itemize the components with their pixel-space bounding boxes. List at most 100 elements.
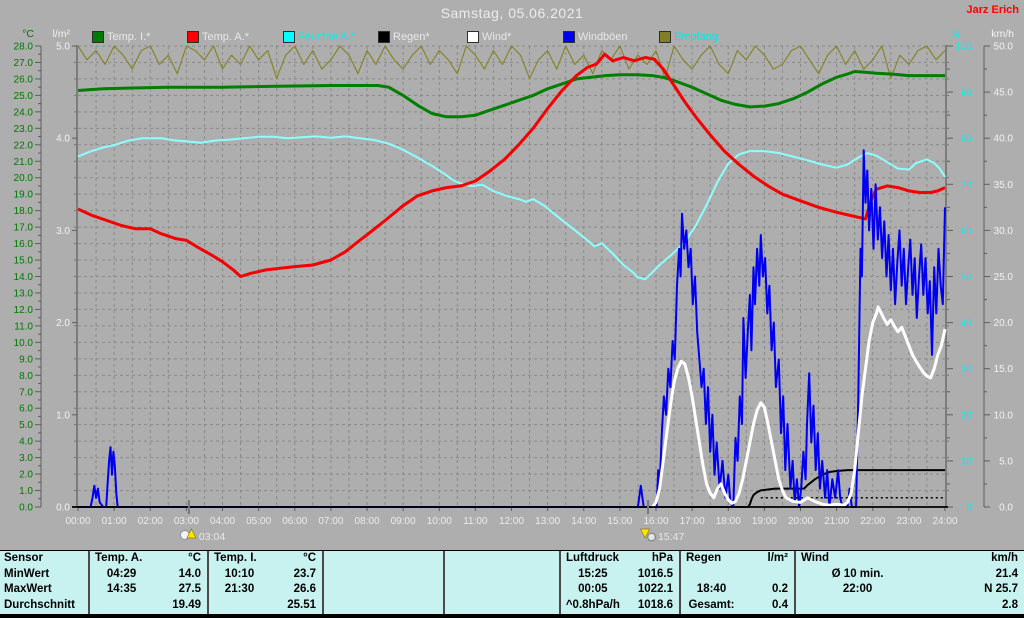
y-axis-label-temp-c: 4.0 [19, 437, 33, 448]
y-axis-label-temp-c: 16.0 [14, 239, 34, 250]
y-axis-label-temp-c: 6.0 [19, 404, 33, 415]
value-time [445, 567, 507, 583]
table-column-empty [443, 551, 559, 614]
y-axis-label-temp-c: 9.0 [19, 354, 33, 365]
legend-color-swatch-icon [467, 31, 479, 43]
y-axis-label-temp-c: 3.0 [19, 453, 33, 464]
value-number: 1016.5 [637, 567, 673, 580]
sensor-name: Regen [686, 552, 722, 564]
y-axis-label-wind-kmh: 20.0 [994, 318, 1014, 329]
event-marker-rise-icon [179, 528, 197, 540]
value-number [388, 598, 443, 614]
y-axis-label-temp-c: 25.0 [14, 91, 34, 102]
table-column-tempi: Temp. I. °C 10:10 23.7 21:30 26.6 25.51 [207, 551, 322, 614]
y-axis-label-hum-pct: 0 [966, 503, 972, 514]
value-number: 2.8 [1002, 598, 1018, 611]
x-axis-label: 13:00 [535, 516, 560, 527]
value-number: 27.5 [178, 583, 201, 595]
y-axis-label-wind-kmh: 25.0 [994, 272, 1014, 283]
bottom-divider [0, 614, 1024, 618]
table-row-labels-column: Sensor MinWert MaxWert Durchschnitt [0, 551, 88, 614]
value-number: 1022.1 [637, 583, 673, 595]
table-row-label: Sensor [4, 552, 43, 564]
sensor-name [324, 551, 437, 567]
value-number [507, 567, 559, 583]
table-column-regen: Regen l/m² 18:40 0.2 Gesamt: 0.4 [679, 551, 794, 614]
y-axis-label-temp-c: 15.0 [14, 256, 34, 267]
y-axis-label-temp-c: 18.0 [14, 206, 34, 217]
legend-color-swatch-icon [659, 31, 671, 43]
value-number: N 25.7 [984, 583, 1018, 595]
x-axis-label: 16:00 [643, 516, 668, 527]
y-axis-label-hum-pct: 100 [955, 42, 972, 53]
x-axis-label: 00:00 [65, 516, 90, 527]
y-axis-label-temp-c: 12.0 [14, 305, 34, 316]
value-time: Ø 10 min. [831, 567, 884, 580]
y-axis-label-rain-lm2: 0.0 [56, 503, 70, 514]
x-axis-label: 24:00 [932, 516, 957, 527]
sensor-name: Temp. A. [95, 552, 143, 564]
y-axis-label-temp-c: 28.0 [14, 42, 34, 53]
y-axis-label-wind-kmh: 5.0 [999, 456, 1013, 467]
right-axis-unit-kmh: km/h [991, 28, 1014, 40]
table-row-label: MinWert [4, 567, 50, 580]
y-axis-label-temp-c: 8.0 [19, 371, 33, 382]
y-axis-label-wind-kmh: 50.0 [994, 42, 1014, 53]
value-number [507, 598, 559, 614]
left-axis-unit-liters: l/m² [52, 28, 71, 40]
value-time [445, 598, 507, 614]
table-column-wind: Wind km/h Ø 10 min. 21.4 22:00 N 25.7 2.8 [794, 551, 1024, 614]
user-name-label: Jarz Erich [966, 4, 1019, 16]
value-time: 14:35 [106, 583, 137, 595]
value-time: ^0.8hPa/h [565, 598, 620, 611]
value-number: 14.0 [178, 567, 201, 580]
x-axis-label: 11:00 [463, 516, 488, 527]
event-marker-time: 15:47 [658, 531, 684, 543]
value-time: 18:40 [696, 583, 727, 595]
y-axis-label-temp-c: 20.0 [14, 173, 34, 184]
y-axis-label-temp-c: 27.0 [14, 58, 34, 69]
value-time: 10:10 [224, 567, 255, 580]
x-axis-label: 02:00 [138, 516, 163, 527]
y-axis-label-hum-pct: 30 [961, 364, 973, 375]
value-number: 25.51 [287, 598, 316, 611]
x-axis-label: 18:00 [716, 516, 741, 527]
x-axis-label: 19:00 [752, 516, 777, 527]
table-column-empty [322, 551, 443, 614]
value-number: 1018.6 [637, 598, 673, 611]
x-axis-label: 14:00 [571, 516, 596, 527]
value-number [742, 567, 794, 583]
y-axis-label-temp-c: 11.0 [14, 321, 33, 332]
series-empfang [77, 45, 946, 79]
y-axis-label-hum-pct: 60 [961, 226, 973, 237]
y-axis-label-rain-lm2: 1.0 [56, 410, 70, 421]
legend-label: Windböen [578, 31, 628, 43]
value-time [324, 598, 388, 614]
y-axis-label-wind-kmh: 40.0 [994, 134, 1014, 145]
value-number [507, 582, 559, 598]
value-time: 22:00 [842, 583, 873, 595]
x-axis-label: 15:00 [607, 516, 632, 527]
y-axis-label-hum-pct: 40 [961, 318, 973, 329]
x-axis-label: 10:00 [427, 516, 452, 527]
x-axis-label: 07:00 [318, 516, 343, 527]
y-axis-label-rain-lm2: 5.0 [56, 42, 70, 53]
x-axis-label: 23:00 [896, 516, 921, 527]
value-time: 15:25 [578, 567, 608, 580]
x-axis-label: 05:00 [246, 516, 271, 527]
value-number: 26.6 [293, 583, 316, 595]
value-time [90, 598, 153, 614]
chart-svg: 0.0 1.0 2.0 3.0 4.0 5.0 6.0 7.0 8.0 9.0 10.0 11.0 12… [14, 42, 1014, 544]
table-column-tempa: Temp. A. °C 04:29 14.0 14:35 27.5 19.49 [88, 551, 207, 614]
y-axis-label-temp-c: 24.0 [14, 107, 34, 118]
y-axis-label-hum-pct: 20 [961, 410, 973, 421]
series-wind [651, 305, 947, 508]
y-axis-label-temp-c: 13.0 [14, 288, 34, 299]
value-time [324, 582, 388, 598]
value-time [209, 598, 270, 614]
legend-label: Temp. I.* [107, 31, 151, 43]
x-axis-label: 04:00 [210, 516, 235, 527]
legend-color-swatch-icon [187, 31, 199, 43]
y-axis-label-wind-kmh: 15.0 [994, 364, 1014, 375]
